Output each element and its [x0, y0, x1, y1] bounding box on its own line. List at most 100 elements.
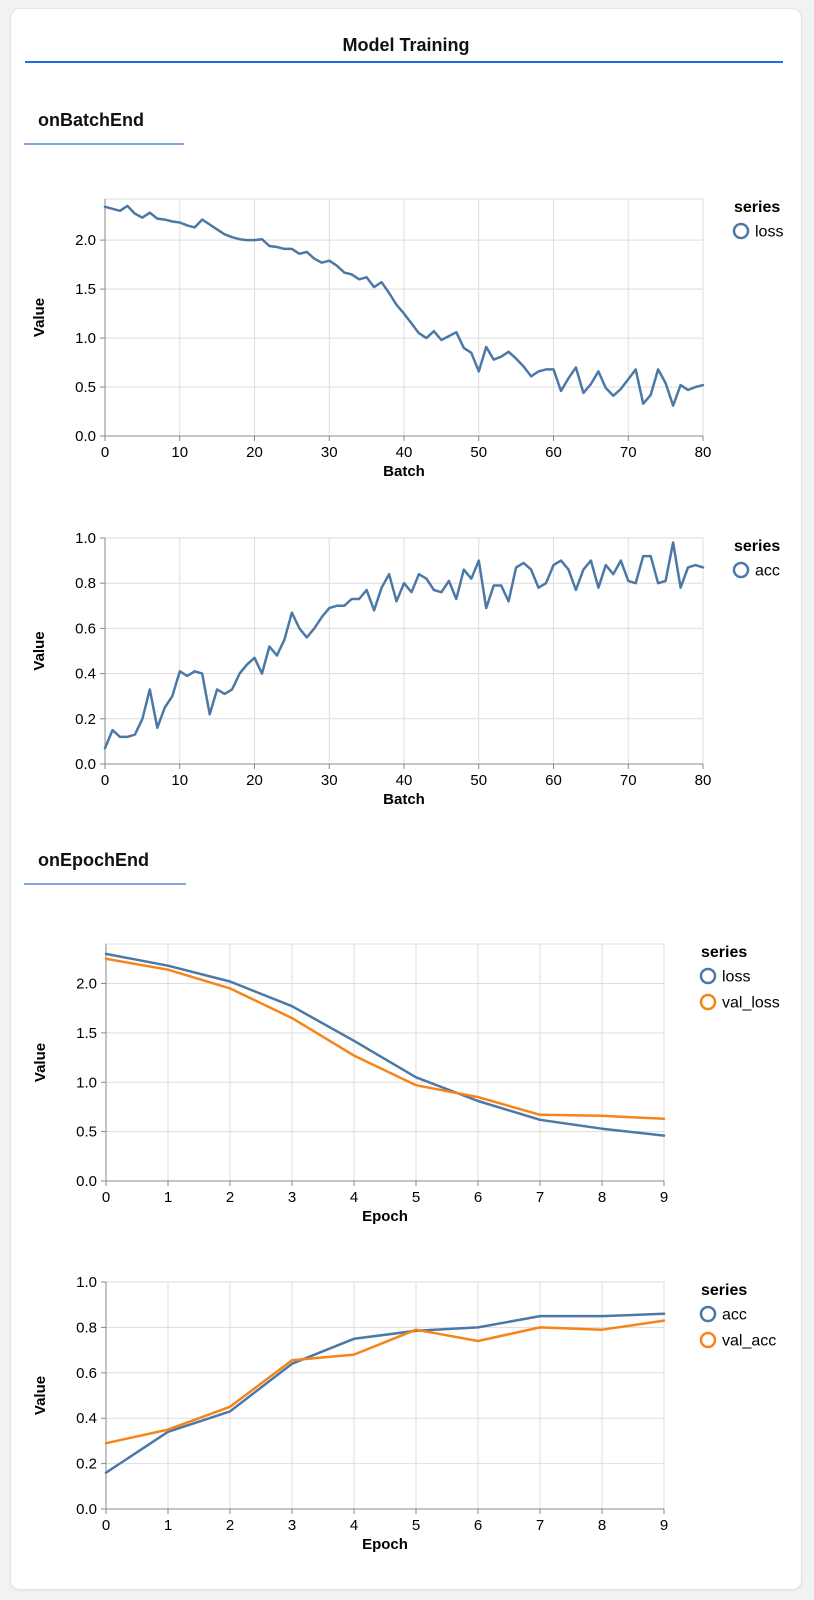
- x-tick-label: 60: [545, 772, 562, 789]
- legend-label-acc: acc: [722, 1307, 747, 1324]
- x-tick-label: 8: [598, 1189, 606, 1206]
- y-tick-label: 0.0: [75, 428, 96, 445]
- legend-label-val_acc: val_acc: [722, 1333, 776, 1350]
- y-tick-label: 0.6: [75, 620, 96, 637]
- legend-marker-acc-icon: [732, 561, 750, 579]
- x-tick-label: 7: [536, 1517, 544, 1534]
- y-tick-label: 0.2: [76, 1456, 97, 1473]
- acc-per-epoch-chart: 0.0 0.2 0.4 0.6 0.8 1.0 0 1 2 3 4 5 6 7 8 9 Epoch Value se…: [32, 1274, 776, 1553]
- legend-title: series: [734, 538, 780, 555]
- series-line-val_acc: [104, 1319, 666, 1445]
- legend-marker-val_loss-icon: [699, 993, 717, 1011]
- x-tick-label: 5: [412, 1517, 420, 1534]
- x-tick-label: 30: [321, 772, 338, 789]
- x-tick-label: 40: [396, 772, 413, 789]
- y-tick-label: 0.0: [75, 756, 96, 773]
- section-heading-onepochend: onEpochEnd: [38, 850, 149, 870]
- x-tick-label: 0: [102, 1189, 110, 1206]
- legend-title: series: [701, 944, 747, 961]
- y-tick-label: 0.4: [75, 666, 96, 683]
- x-tick-label: 50: [470, 772, 487, 789]
- title-underline: [25, 61, 783, 63]
- x-tick-label: 1: [164, 1517, 172, 1534]
- x-axis-title: Epoch: [362, 1208, 408, 1225]
- series-line-val_loss: [104, 957, 666, 1121]
- y-tick-label: 2.0: [75, 232, 96, 249]
- series-line-loss: [104, 952, 666, 1137]
- legend-title: series: [701, 1282, 747, 1299]
- x-axis-title: Epoch: [362, 1536, 408, 1553]
- section-underline-onepochend: [24, 883, 186, 885]
- legend-title: series: [734, 199, 780, 216]
- y-axis-title: Value: [31, 631, 48, 670]
- x-tick-label: 4: [350, 1517, 358, 1534]
- acc-per-batch-chart: 0.0 0.2 0.4 0.6 0.8 1.0 0 10 20 30 40 50 60 70 80 Batch…: [31, 530, 780, 808]
- x-tick-label: 10: [171, 444, 188, 461]
- x-tick-label: 70: [620, 444, 637, 461]
- y-tick-label: 1.0: [76, 1274, 97, 1291]
- x-tick-label: 20: [246, 444, 263, 461]
- x-tick-label: 0: [102, 1517, 110, 1534]
- loss-per-epoch-chart: 0.0 0.5 1.0 1.5 2.0 0 1 2 3 4 5 6 7 8 9 Epoch Value serie…: [32, 943, 780, 1225]
- section-heading-onbatchend: onBatchEnd: [38, 110, 144, 130]
- x-tick-label: 60: [545, 444, 562, 461]
- y-tick-label: 0.6: [76, 1365, 97, 1382]
- y-tick-label: 0.4: [76, 1410, 97, 1427]
- y-axis-title: Value: [31, 298, 48, 337]
- x-tick-label: 70: [620, 772, 637, 789]
- y-tick-label: 0.5: [75, 379, 96, 396]
- y-tick-label: 2.0: [76, 976, 97, 993]
- y-tick-label: 1.0: [75, 330, 96, 347]
- x-tick-label: 6: [474, 1517, 482, 1534]
- x-tick-label: 8: [598, 1517, 606, 1534]
- page-title: Model Training: [342, 35, 470, 55]
- x-tick-label: 40: [396, 444, 413, 461]
- section-underline-onbatchend: [24, 143, 184, 145]
- y-axis-title: Value: [32, 1376, 49, 1415]
- x-tick-label: 5: [412, 1189, 420, 1206]
- y-tick-label: 1.0: [76, 1074, 97, 1091]
- y-tick-label: 1.0: [75, 530, 96, 547]
- legend-marker-loss-icon: [732, 222, 750, 240]
- x-tick-label: 6: [474, 1189, 482, 1206]
- x-axis-title: Batch: [383, 791, 425, 808]
- y-axis-title: Value: [32, 1043, 49, 1082]
- legend-label-val_loss: val_loss: [722, 995, 780, 1012]
- series-line-acc: [103, 541, 705, 750]
- x-tick-label: 9: [660, 1517, 668, 1534]
- y-tick-label: 0.2: [75, 711, 96, 728]
- legend-label-acc: acc: [755, 563, 780, 580]
- y-tick-label: 1.5: [76, 1025, 97, 1042]
- y-tick-label: 0.8: [75, 575, 96, 592]
- x-tick-label: 9: [660, 1189, 668, 1206]
- legend-marker-acc-icon: [699, 1305, 717, 1323]
- y-tick-label: 0.8: [76, 1319, 97, 1336]
- legend-marker-loss-icon: [699, 967, 717, 985]
- x-tick-label: 1: [164, 1189, 172, 1206]
- visor-surface-card: Model Training onBatchEnd 0.0 0.5 1.0 1.5 2.…: [10, 8, 802, 1590]
- x-tick-label: 3: [288, 1189, 296, 1206]
- x-tick-label: 7: [536, 1189, 544, 1206]
- x-tick-label: 20: [246, 772, 263, 789]
- plot-border: [105, 943, 665, 1182]
- x-tick-label: 0: [101, 772, 109, 789]
- y-tick-label: 0.0: [76, 1501, 97, 1518]
- x-tick-label: 2: [226, 1189, 234, 1206]
- series-line-acc: [104, 1312, 666, 1474]
- y-tick-label: 1.5: [75, 281, 96, 298]
- y-tick-label: 0.5: [76, 1124, 97, 1141]
- legend-label-loss: loss: [722, 969, 750, 986]
- x-tick-label: 2: [226, 1517, 234, 1534]
- series-line-loss: [103, 204, 705, 407]
- y-tick-label: 0.0: [76, 1173, 97, 1190]
- x-tick-label: 30: [321, 444, 338, 461]
- x-axis-title: Batch: [383, 463, 425, 480]
- x-tick-label: 80: [695, 772, 712, 789]
- x-tick-label: 80: [695, 444, 712, 461]
- legend-marker-val_acc-icon: [699, 1331, 717, 1349]
- x-tick-label: 4: [350, 1189, 358, 1206]
- x-tick-label: 0: [101, 444, 109, 461]
- legend-label-loss: loss: [755, 224, 783, 241]
- loss-per-batch-chart: 0.0 0.5 1.0 1.5 2.0 0 10 20 30 40 50 60 70 80 Batch Val…: [31, 198, 783, 480]
- x-tick-label: 10: [171, 772, 188, 789]
